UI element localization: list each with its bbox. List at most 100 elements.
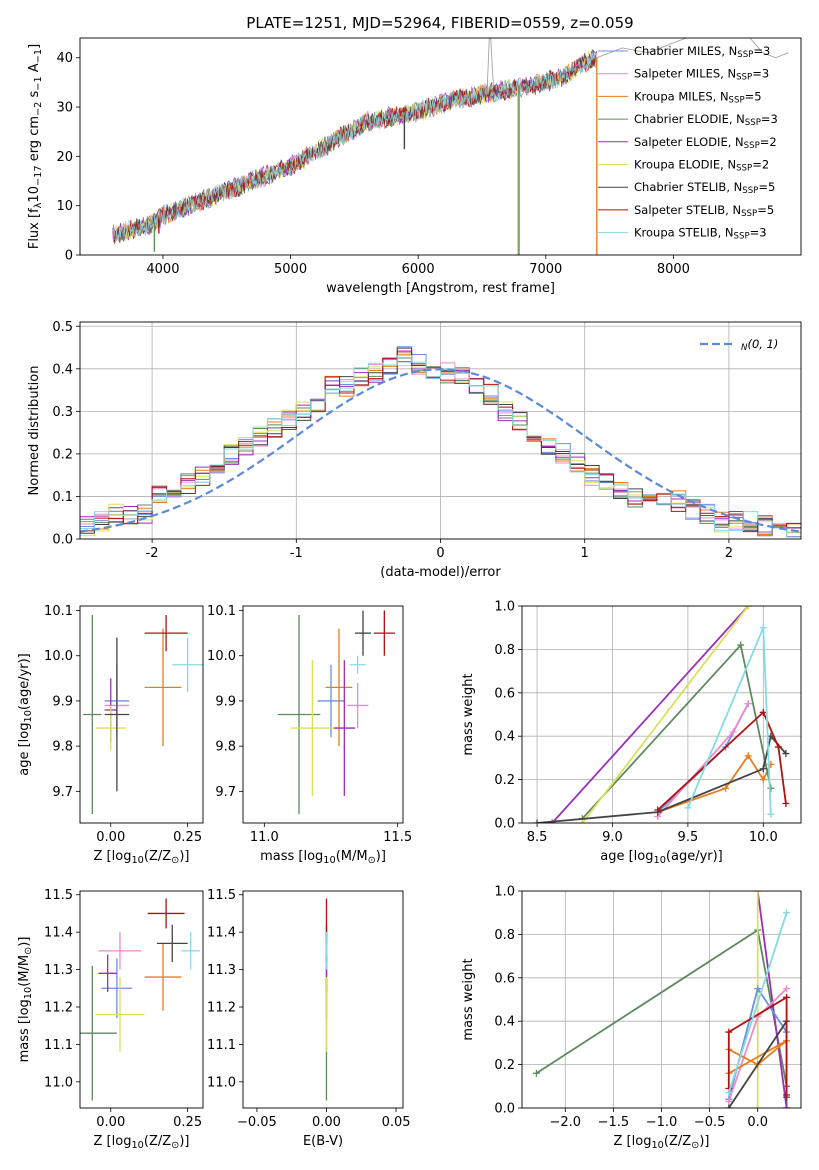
y-tick-label: 0.6 bbox=[494, 686, 515, 701]
x-tick-label: 8000 bbox=[657, 262, 690, 277]
y-tick-label: 11.1 bbox=[44, 1038, 73, 1053]
x-tick-label: 11.5 bbox=[383, 830, 412, 845]
axes-frame bbox=[521, 890, 802, 1109]
label-segment: Kroupa STELIB, N bbox=[634, 226, 734, 240]
spectrum-red-tail bbox=[596, 38, 789, 59]
x-axis-label: wavelength [Angstrom, rest frame] bbox=[326, 281, 555, 296]
x-axis-label: E(B-V) bbox=[303, 1134, 343, 1149]
label-segment: ⊙ bbox=[368, 855, 376, 866]
panel-weight-vs-Z: −2.0 −1.5 −1.0 −0.5 0.0 0.0 0.2 0.4 0.6 0.8 1.0 Z [… bbox=[461, 885, 802, 1151]
series-marker bbox=[767, 810, 775, 818]
label-segment: )] bbox=[179, 1134, 189, 1149]
residual-histogram bbox=[80, 355, 801, 538]
weight-series bbox=[727, 995, 788, 1095]
y-axis-label: Normed distribution bbox=[27, 366, 42, 496]
x-axis-label: Z [log10(Z/Z⊙)] bbox=[94, 1134, 190, 1151]
series-marker bbox=[754, 985, 762, 993]
label-segment: erg cm bbox=[27, 116, 42, 165]
y-tick-label: 20 bbox=[56, 150, 73, 165]
y-tick-label: 11.1 bbox=[207, 1038, 236, 1053]
label-segment: =2 bbox=[760, 135, 777, 149]
y-tick-label: 11.3 bbox=[207, 963, 236, 978]
label-segment: −1 bbox=[33, 76, 44, 90]
label-segment: 10 bbox=[23, 987, 34, 999]
x-tick-label: 6000 bbox=[402, 262, 435, 277]
y-tick-label: 11.5 bbox=[207, 888, 236, 903]
y-tick-label: 0 bbox=[65, 249, 73, 264]
series-marker bbox=[725, 1097, 733, 1105]
y-tick-label: 11.0 bbox=[44, 1075, 73, 1090]
series-marker bbox=[783, 985, 791, 993]
y-tick-label: 0.2 bbox=[52, 447, 73, 462]
legend-label: Salpeter STELIB, NSSP=5 bbox=[634, 203, 774, 219]
series-marker bbox=[744, 606, 752, 610]
panel-residuals: -2 -1 0 1 2 0.0 0.1 0.2 0.3 0.4 0.5 (data-model)/er… bbox=[27, 320, 802, 580]
x-tick-label: 0.0 bbox=[747, 1115, 768, 1130]
label-segment: ⊙ bbox=[171, 855, 179, 866]
series-marker bbox=[782, 799, 790, 807]
y-tick-label: 0.6 bbox=[494, 971, 515, 986]
series-marker bbox=[725, 1104, 733, 1108]
y-tick-label: 11.2 bbox=[207, 1000, 236, 1015]
y-tick-label: 10.1 bbox=[44, 604, 73, 619]
series-marker bbox=[744, 752, 752, 760]
label-segment: =3 bbox=[761, 112, 778, 126]
label-segment: (M/M bbox=[17, 955, 32, 987]
x-tick-label: −2.0 bbox=[550, 1115, 582, 1130]
x-tick-label: 0.00 bbox=[312, 1115, 341, 1130]
label-segment: Z [log bbox=[94, 1134, 132, 1149]
x-tick-label: -1 bbox=[290, 546, 303, 561]
label-segment: Salpeter MILES, N bbox=[634, 67, 736, 81]
legend-label: Chabrier MILES, NSSP=3 bbox=[634, 44, 770, 60]
axes-frame bbox=[242, 890, 404, 1109]
x-tick-label: 1 bbox=[581, 546, 589, 561]
label-segment: Chabrier STELIB, N bbox=[634, 180, 742, 194]
x-tick-label: −1.5 bbox=[598, 1115, 630, 1130]
label-segment: −2 bbox=[33, 102, 44, 116]
y-tick-label: 0.0 bbox=[494, 1102, 515, 1117]
label-segment: 10 bbox=[651, 1140, 663, 1151]
x-tick-label: −0.5 bbox=[694, 1115, 726, 1130]
legend-label: Kroupa STELIB, NSSP=3 bbox=[634, 226, 767, 242]
y-tick-label: 9.8 bbox=[215, 740, 236, 755]
series-marker bbox=[759, 624, 767, 632]
series-marker bbox=[578, 819, 586, 823]
weight-series bbox=[727, 912, 788, 1094]
label-segment: (age/yr)] bbox=[666, 849, 723, 864]
y-tick-label: 10.1 bbox=[207, 604, 236, 619]
x-tick-label: 0 bbox=[436, 546, 444, 561]
figure-title: PLATE=1251, MJD=52964, FIBERID=0559, z=0… bbox=[246, 14, 633, 32]
legend-label: Kroupa MILES, NSSP=5 bbox=[634, 89, 762, 105]
series-marker bbox=[783, 1091, 791, 1099]
plot-area bbox=[277, 610, 395, 814]
label-segment: E(B-V) bbox=[303, 1134, 343, 1149]
label-segment: )] bbox=[17, 937, 32, 947]
plot-area bbox=[80, 322, 801, 539]
gaussian-legend-label: N(0, 1) bbox=[741, 337, 778, 353]
y-tick-label: 9.8 bbox=[52, 740, 73, 755]
label-segment: ⊙ bbox=[171, 1140, 179, 1151]
x-tick-label: 0.00 bbox=[96, 830, 125, 845]
label-segment: ⊙ bbox=[691, 1140, 699, 1151]
y-tick-label: 9.9 bbox=[52, 694, 73, 709]
weight-series bbox=[551, 606, 749, 823]
y-tick-label: 11.3 bbox=[44, 963, 73, 978]
series-marker bbox=[684, 804, 692, 812]
series-marker bbox=[533, 819, 541, 823]
x-axis-label: age [log10(age/yr)] bbox=[600, 849, 723, 866]
label-segment: (0, 1) bbox=[747, 337, 778, 351]
legend-label: Chabrier STELIB, NSSP=5 bbox=[634, 180, 775, 196]
series-marker bbox=[725, 1089, 733, 1097]
x-axis-label: Z [log10(Z/Z⊙)] bbox=[94, 849, 190, 866]
y-tick-label: 9.7 bbox=[215, 785, 236, 800]
plot-area bbox=[522, 606, 801, 823]
legend-label: Salpeter ELODIE, NSSP=2 bbox=[634, 135, 777, 151]
label-segment: SSP bbox=[734, 232, 750, 242]
y-tick-label: 10.0 bbox=[44, 649, 73, 664]
label-segment: SSP bbox=[737, 50, 753, 60]
label-segment: =2 bbox=[752, 158, 769, 172]
weight-series bbox=[687, 627, 772, 815]
x-tick-label: −1.0 bbox=[646, 1115, 678, 1130]
weight-series bbox=[756, 891, 788, 1108]
